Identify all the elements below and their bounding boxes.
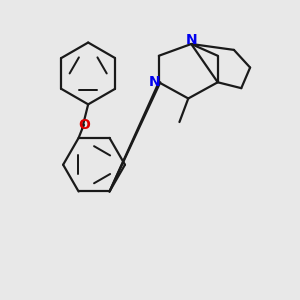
Text: O: O (78, 118, 90, 132)
Text: N: N (185, 33, 197, 46)
Text: N: N (148, 75, 160, 89)
